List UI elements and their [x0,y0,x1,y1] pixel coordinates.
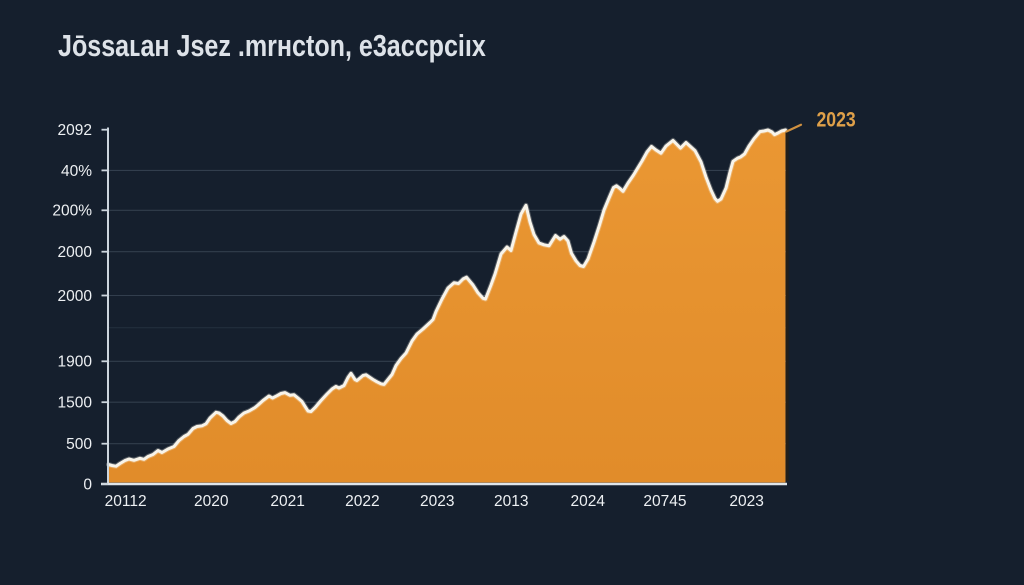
svg-text:2020: 2020 [194,493,229,510]
svg-text:0: 0 [83,476,92,493]
svg-text:1500: 1500 [58,395,93,412]
svg-text:20745: 20745 [643,493,686,510]
svg-text:2023: 2023 [420,493,454,510]
svg-text:2022: 2022 [345,493,379,510]
svg-text:2023: 2023 [729,493,763,510]
svg-text:2021: 2021 [270,493,304,510]
svg-text:2013: 2013 [494,493,528,510]
svg-text:1900: 1900 [58,354,93,371]
svg-text:2000: 2000 [58,244,93,261]
svg-text:20112: 20112 [105,493,147,510]
svg-text:2024: 2024 [570,493,605,510]
svg-text:2000: 2000 [58,288,93,305]
svg-text:2092: 2092 [58,122,92,139]
svg-text:500: 500 [66,436,92,453]
svg-text:2023: 2023 [817,108,856,132]
svg-text:200%: 200% [52,203,92,220]
svg-text:40%: 40% [61,163,92,180]
